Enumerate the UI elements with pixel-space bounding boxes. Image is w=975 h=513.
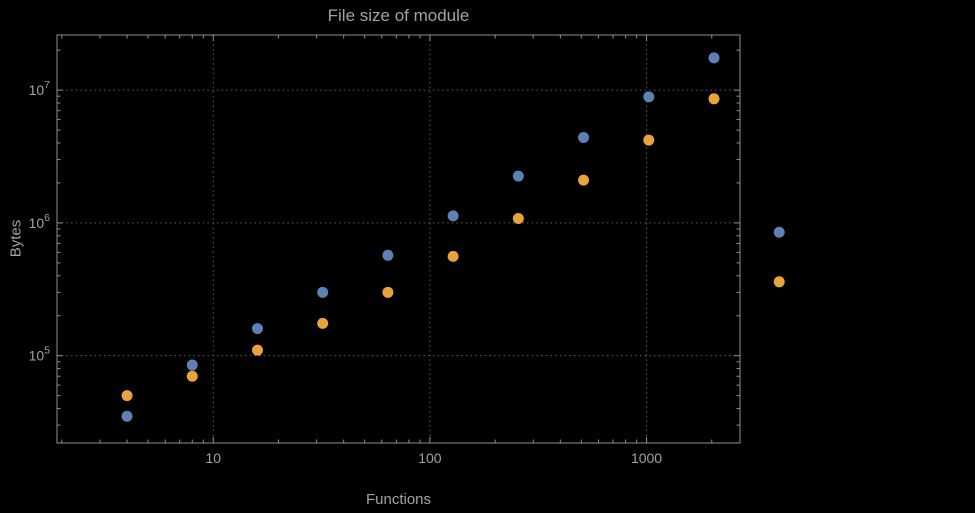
x-tick-label: 1000 bbox=[631, 450, 662, 466]
series-1-blue-point bbox=[708, 52, 720, 64]
series-2-orange-point bbox=[578, 174, 590, 186]
y-tick-label: 105 bbox=[29, 345, 51, 364]
chart-title: File size of module bbox=[327, 6, 470, 25]
x-axis-label: Functions bbox=[365, 491, 432, 508]
series-2-orange-point bbox=[186, 370, 198, 382]
series-2-orange-point bbox=[251, 344, 263, 356]
series-2-orange-point bbox=[382, 286, 394, 298]
series-1-blue-point bbox=[317, 286, 329, 298]
y-tick-label: 106 bbox=[29, 212, 51, 231]
series-1-blue-point bbox=[447, 210, 459, 222]
series-2-orange-point bbox=[512, 212, 524, 224]
y-axis-label: Bytes bbox=[7, 219, 25, 258]
series-2-orange-point bbox=[317, 317, 329, 329]
series-2-orange-point bbox=[447, 250, 459, 262]
series-1-blue-point bbox=[773, 226, 785, 238]
series-1-blue-point bbox=[186, 359, 198, 371]
y-tick-label: 107 bbox=[29, 79, 51, 98]
series-2-orange-point bbox=[708, 93, 720, 105]
series-1-blue-point bbox=[121, 410, 133, 422]
plot-frame bbox=[56, 34, 741, 444]
series-2-orange-point bbox=[773, 276, 785, 288]
series-1-blue-point bbox=[382, 249, 394, 261]
series-1-blue-point bbox=[512, 170, 524, 182]
series-1-blue-point bbox=[643, 91, 655, 103]
x-tick-label: 10 bbox=[205, 450, 221, 466]
series-1-blue-point bbox=[578, 131, 590, 143]
series-2-orange-point bbox=[121, 390, 133, 402]
series-1-blue-point bbox=[251, 323, 263, 335]
series-2-orange-point bbox=[643, 134, 655, 146]
x-tick-label: 100 bbox=[418, 450, 442, 466]
